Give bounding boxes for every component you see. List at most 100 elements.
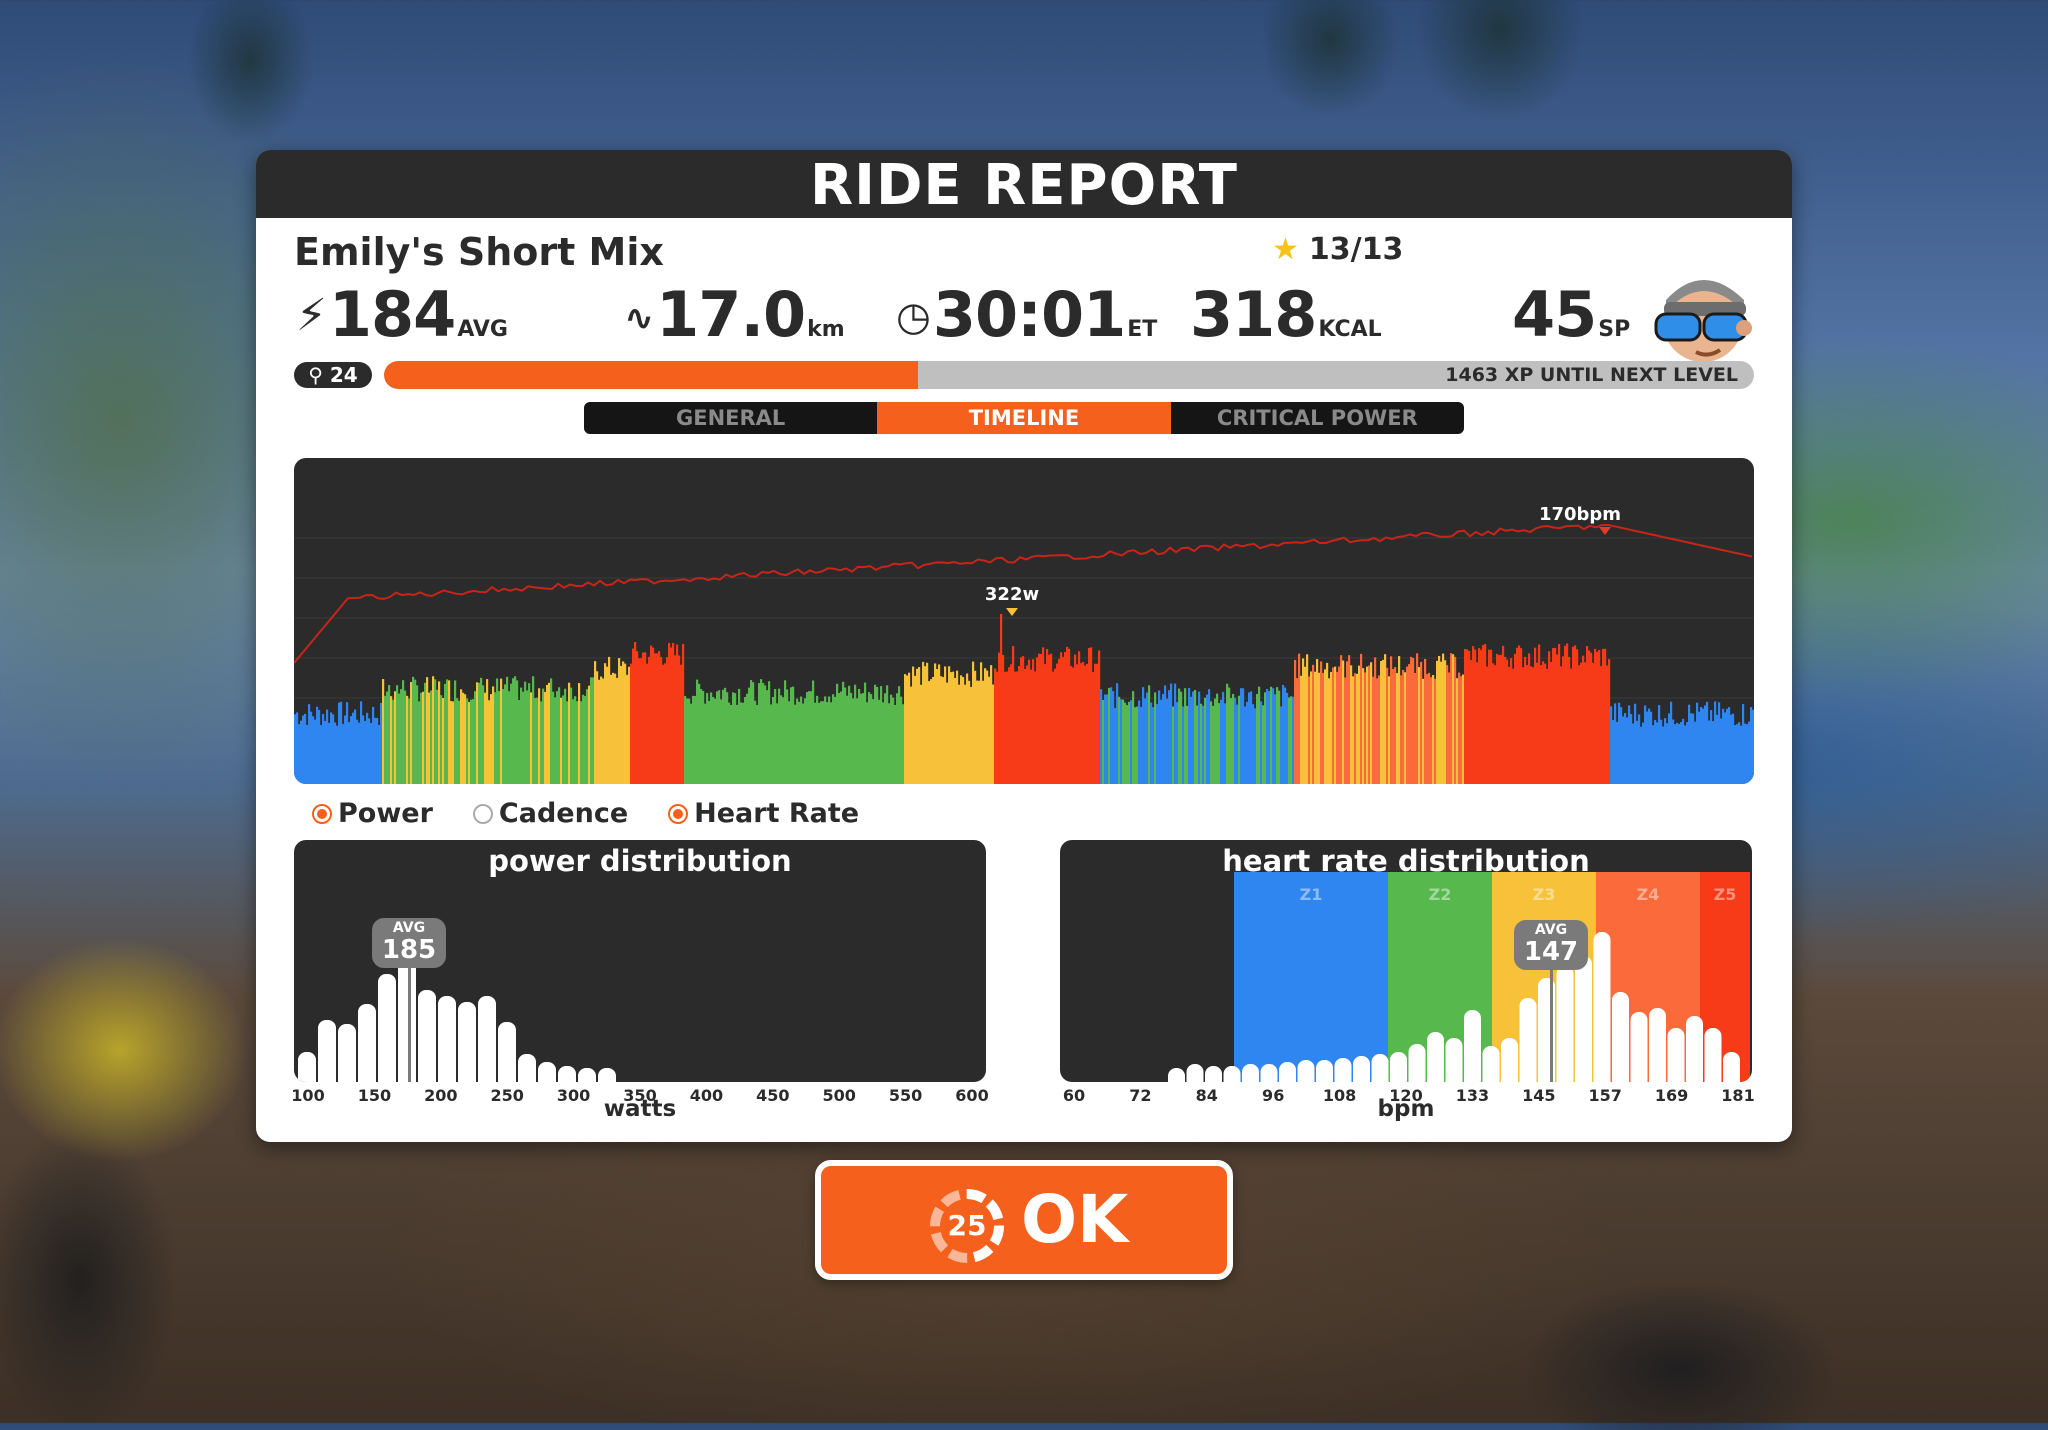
power-bar [374,717,377,784]
xp-text: 1463 XP UNTIL NEXT LEVEL [1445,364,1738,386]
power-bar [492,686,495,784]
power-bar [304,713,307,784]
power-bar [1532,667,1535,784]
power-bar [1536,662,1539,784]
ok-button[interactable]: 25 OK [815,1160,1233,1280]
power-bar [1098,650,1101,784]
legend-power[interactable]: Power [312,798,433,829]
power-bar [928,681,931,784]
tab-general[interactable]: GENERAL [676,406,786,430]
power-unit: AVG [457,317,508,342]
power-bar [1260,701,1263,784]
power-bar [948,666,951,784]
distance-value: 17.0 [656,278,806,351]
power-bar [502,689,505,784]
power-bar [604,663,607,784]
power-bar [1086,663,1089,784]
power-bar [740,702,743,784]
power-bar [1302,658,1305,784]
hr-histogram-bar [1612,992,1629,1082]
legend-cadence[interactable]: Cadence [472,798,628,829]
stat-sport-points: 45SP [1512,278,1630,351]
power-bar [1250,691,1253,784]
power-bar [1498,655,1501,784]
calories-value: 318 [1190,278,1317,351]
power-bar [458,700,461,784]
power-bar [320,725,323,784]
power-bar [1246,701,1249,784]
axis-tick: 145 [1522,1086,1556,1105]
power-bar [624,663,627,784]
power-bar [1486,666,1489,784]
distance-unit: km [807,317,845,342]
power-bar [434,679,437,784]
power-bar [688,698,691,784]
power-bar [806,692,809,784]
power-bar [698,683,701,784]
power-bar [400,689,403,784]
power-bar [1024,668,1027,784]
hr-histogram-bar [1519,998,1537,1082]
power-bar [496,678,499,784]
power-bar [530,692,533,784]
power-bar [636,651,639,784]
power-bar [774,688,777,784]
bike-icon: ⚲ [308,363,323,387]
sport-points-value: 45 [1512,278,1597,351]
power-bar [764,685,767,784]
power-bar [1612,719,1615,784]
power-bar [1460,676,1463,784]
power-bar [1412,658,1415,784]
power-bar [526,690,529,784]
power-bar [558,687,561,784]
power-bar [1572,646,1575,784]
power-bar [754,700,757,784]
peak-hr-label: 170bpm [1539,504,1621,525]
power-bar [1030,669,1033,784]
power-bar [832,694,835,784]
power-bar [714,698,717,784]
power-bar [720,699,723,784]
avatar[interactable] [1648,264,1758,368]
power-bar [1488,649,1491,784]
axis-tick: 133 [1455,1086,1490,1105]
power-bar [404,690,407,784]
power-bar [1590,652,1593,784]
power-bar [1696,702,1699,784]
power-bar [406,695,409,784]
power-bar [1680,722,1683,784]
power-bar [1164,685,1167,784]
power-bar [486,679,489,784]
power-bar [1526,664,1529,784]
tab-critical-power[interactable]: CRITICAL POWER [1216,406,1418,430]
power-bar [952,671,955,784]
power-bar [1694,721,1697,784]
power-bar [842,681,845,784]
power-bar [746,693,749,784]
power-histogram-bar [558,1066,576,1082]
power-bar [1262,705,1265,784]
legend-heart-rate[interactable]: Heart Rate [668,798,859,829]
tab-timeline[interactable]: TIMELINE [877,402,1171,434]
power-bar [1128,701,1131,784]
power-bar [1300,675,1303,784]
power-bar [478,682,481,784]
hr-histogram-bar [1279,1062,1296,1082]
cadence-radio[interactable] [472,803,493,824]
power-bar [1016,671,1019,784]
power-bar [1138,700,1141,784]
power-bar [1144,698,1147,784]
heart-rate-radio[interactable] [668,803,689,824]
hr-distribution-chart: heart rate distribution Z1 Z2 Z3 Z4 Z5 AVG 1… [1060,840,1752,1082]
power-bar [1438,655,1441,784]
power-bar [1370,662,1373,784]
power-bar [484,692,487,784]
power-histogram-bar [578,1068,596,1082]
power-bar [562,695,565,784]
power-bar [1100,689,1103,784]
power-bar [686,698,689,784]
power-bar [830,702,833,784]
power-bar [1036,657,1039,784]
power-bar [1006,671,1009,784]
power-radio[interactable] [312,803,332,824]
